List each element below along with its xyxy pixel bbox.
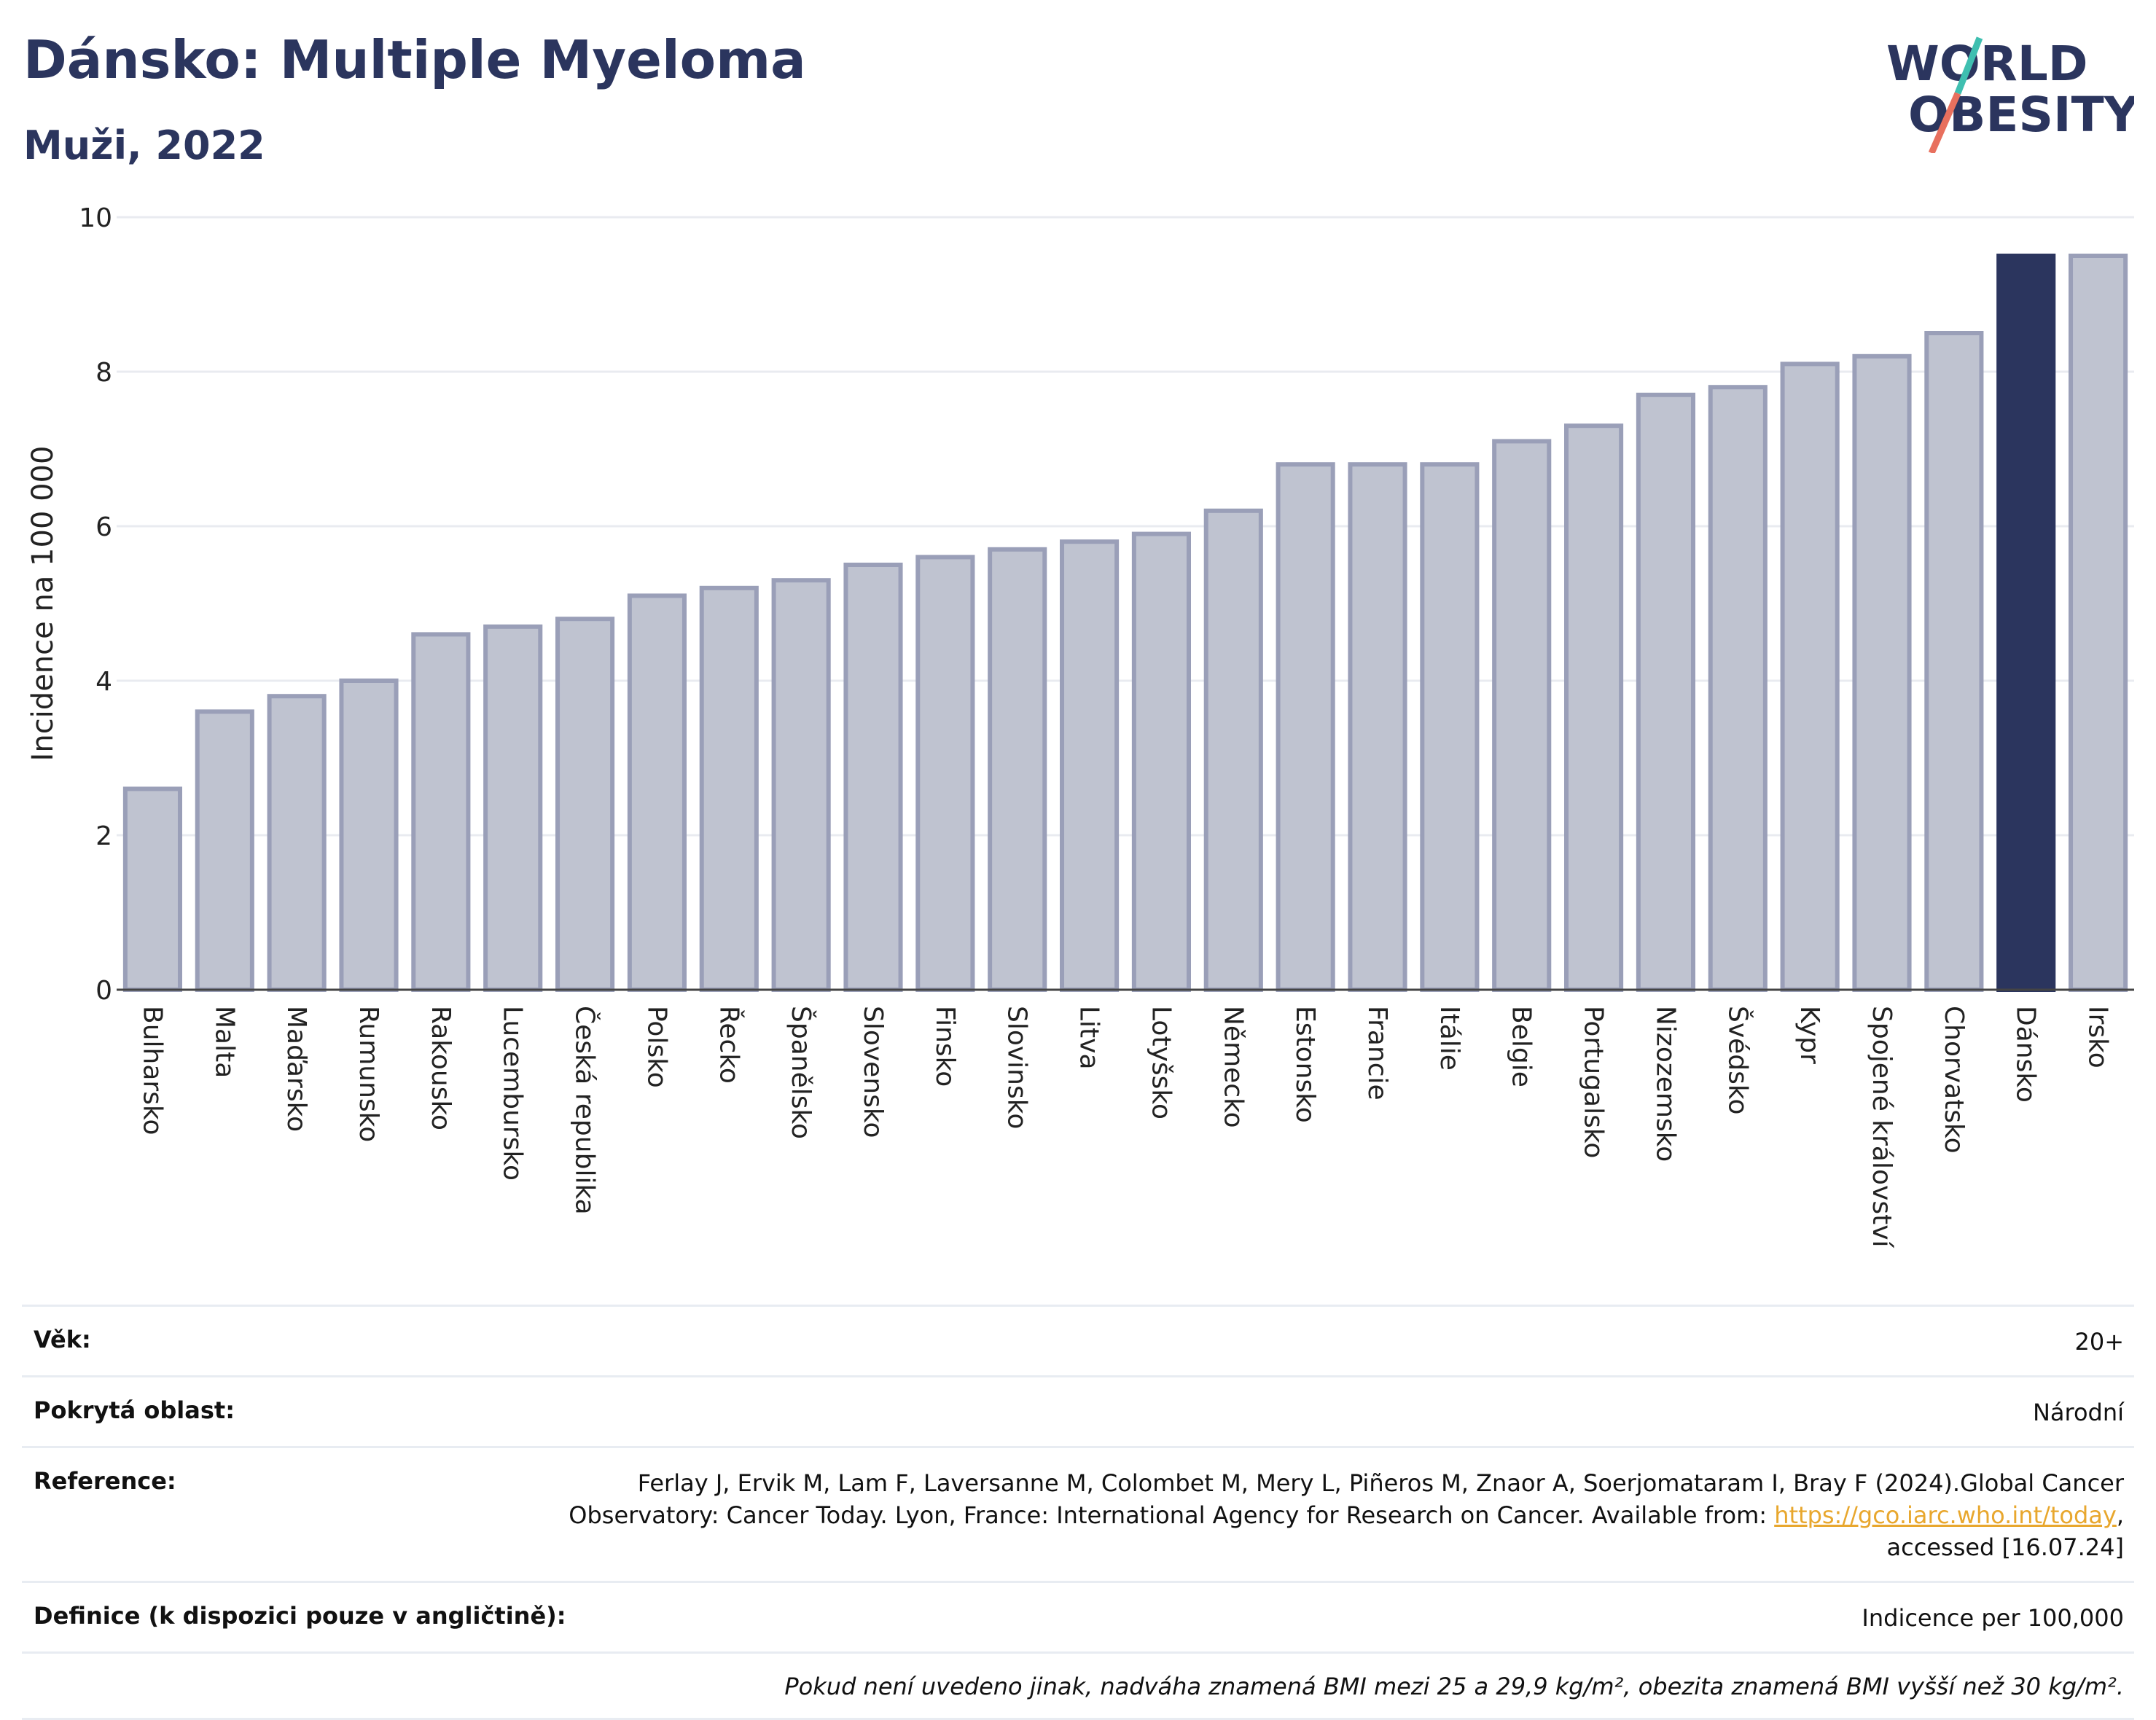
x-tick-label: Německo [1218, 1006, 1248, 1128]
x-tick-label: Kypr [1794, 1006, 1824, 1064]
x-tick-label: Bulharsko [137, 1006, 167, 1135]
x-tick-label: Estonsko [1290, 1006, 1320, 1123]
x-tick-label: Nizozemsko [1650, 1006, 1680, 1162]
reference-label: Reference: [34, 1467, 176, 1495]
bar-Kypr [1780, 361, 1840, 992]
meta-row-reference: Reference: Ferlay J, Ervik M, Lam F, Lav… [22, 1446, 2134, 1581]
bar-Dánsko [1996, 254, 2056, 992]
bar-Nizozemsko [1636, 392, 1695, 992]
x-tick-labels: Bulharsko Malta Maďarsko Rumunsko Rakousko Lu… [137, 1006, 2112, 1248]
logo-slash-red [1928, 92, 1961, 153]
y-tick-label: 6 [95, 512, 112, 542]
bar-Maďarsko [267, 694, 327, 992]
world-obesity-logo: WORLD OBESITY [1886, 36, 2134, 153]
y-axis-label: Incidence na 100 000 [26, 446, 60, 762]
meta-row-note: Pokud není uvedeno jinak, nadváha znamen… [22, 1651, 2134, 1720]
x-tick-label: Finsko [930, 1006, 960, 1087]
x-tick-label: Polsko [641, 1006, 671, 1088]
footnote: Pokud není uvedeno jinak, nadváha znamen… [784, 1673, 2124, 1700]
age-label: Věk: [34, 1326, 91, 1353]
bar-Slovensko [843, 563, 903, 992]
bar-Německo [1203, 508, 1263, 992]
y-tick-label: 2 [95, 821, 112, 851]
bar-Lucembursko [483, 624, 543, 992]
reference-text-1: Ferlay J, Ervik M, Lam F, Laversanne M, … [637, 1469, 2124, 1497]
bar-Bulharsko [122, 786, 182, 993]
y-tick-labels: 0 2 4 6 8 10 [79, 203, 112, 1006]
bar-Finsko [915, 555, 975, 992]
bar-Francie [1348, 462, 1407, 992]
y-tick-label: 10 [79, 203, 112, 233]
reference-text-2: Observatory: Cancer Today. Lyon, France:… [569, 1501, 1768, 1529]
y-tick-label: 0 [95, 976, 112, 1006]
definition-value: Indicence per 100,000 [1862, 1604, 2124, 1632]
bar-Itálie [1420, 462, 1480, 992]
x-tick-label: Irsko [2083, 1006, 2113, 1068]
reference-link[interactable]: https://gco.iarc.who.int/today [1774, 1501, 2117, 1529]
x-tick-label: Řecko [714, 1006, 744, 1084]
bar-Portugalsko [1564, 423, 1624, 992]
x-tick-label: Rakousko [426, 1006, 456, 1130]
meta-row-definition: Definice (k dispozici pouze v angličtině… [22, 1581, 2134, 1651]
y-tick-label: 4 [95, 667, 112, 697]
bar-Spojené království [1852, 353, 1912, 992]
logo-line1: WORLD [1886, 36, 2088, 92]
x-tick-label: Švédsko [1722, 1006, 1753, 1115]
bar-Belgie [1492, 439, 1552, 992]
bar-Polsko [627, 593, 687, 992]
bar-Irsko [2069, 254, 2128, 992]
area-label: Pokrytá oblast: [34, 1396, 235, 1424]
logo-slash-teal [1954, 36, 1983, 95]
metadata-table: Věk: 20+ Pokrytá oblast: Národní Referen… [22, 1305, 2134, 1720]
bar-Rakousko [411, 632, 471, 993]
area-value: Národní [2032, 1399, 2124, 1426]
x-tick-label: Chorvatsko [1939, 1006, 1969, 1154]
bar-Rumunsko [339, 679, 399, 992]
bar-Litva [1060, 539, 1120, 992]
age-value: 20+ [2074, 1328, 2124, 1356]
bars [122, 254, 2128, 993]
bar-Španělsko [771, 578, 831, 992]
x-tick-label: Belgie [1507, 1006, 1536, 1087]
reference-value: Ferlay J, Ervik M, Lam F, Laversanne M, … [569, 1469, 2124, 1561]
x-tick-label: Maďarsko [281, 1006, 311, 1132]
x-tick-label: Itálie [1434, 1006, 1464, 1071]
page-title: Dánsko: Multiple Myeloma [23, 29, 806, 90]
definition-label: Definice (k dispozici pouze v angličtině… [34, 1602, 566, 1630]
x-tick-label: Litva [1074, 1006, 1104, 1070]
x-tick-label: Španělsko [786, 1006, 816, 1139]
x-tick-label: Lucembursko [498, 1006, 528, 1181]
x-tick-label: Slovinsko [1002, 1006, 1032, 1129]
bar-Řecko [699, 585, 759, 992]
bar-Malta [195, 709, 254, 993]
x-tick-label: Francie [1362, 1006, 1392, 1101]
bar-Lotyšsko [1131, 531, 1191, 992]
x-tick-label: Slovensko [858, 1006, 888, 1138]
bar-Chorvatsko [1924, 331, 1984, 992]
x-tick-label: Rumunsko [354, 1006, 383, 1142]
page-subtitle: Muži, 2022 [23, 122, 265, 168]
x-tick-label: Česká republika [570, 1006, 601, 1215]
x-tick-label: Lotyšsko [1146, 1006, 1176, 1119]
bar-Estonsko [1276, 462, 1335, 992]
bar-chart: 0 2 4 6 8 10 Bulharsko Malta Maďarsko Rumunsko Ra… [26, 203, 2134, 1248]
meta-row-age: Věk: 20+ [22, 1305, 2134, 1375]
bar-Slovinsko [988, 547, 1047, 992]
x-tick-label: Spojené království [1867, 1006, 1897, 1248]
bar-Česká republika [555, 617, 615, 992]
meta-row-area: Pokrytá oblast: Národní [22, 1375, 2134, 1446]
x-tick-label: Portugalsko [1579, 1006, 1609, 1158]
y-tick-label: 8 [95, 358, 112, 388]
x-tick-label: Malta [209, 1006, 239, 1078]
reference-text-3: accessed [16.07.24] [1886, 1533, 2124, 1561]
x-tick-label: Dánsko [2011, 1006, 2041, 1103]
bar-Švédsko [1708, 385, 1768, 992]
